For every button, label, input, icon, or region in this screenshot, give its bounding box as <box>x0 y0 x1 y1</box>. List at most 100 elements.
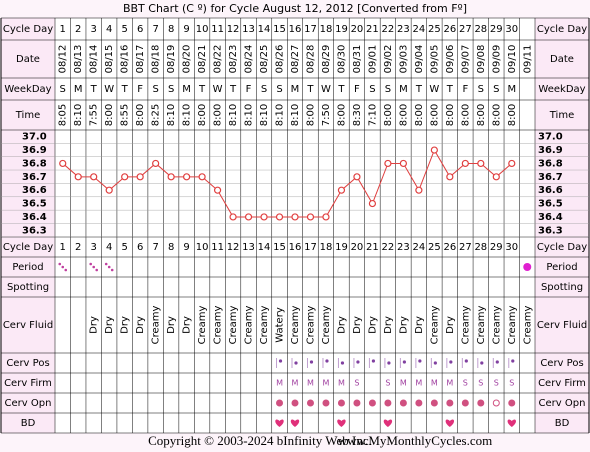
cycle-day: 1 <box>60 242 66 253</box>
cycle-day: 21 <box>366 24 379 35</box>
cycle-day: 10 <box>196 242 209 253</box>
weekday: M <box>399 84 408 95</box>
time: 8:00 <box>104 104 115 126</box>
cerv-fluid: Creamy <box>460 306 471 345</box>
cycle-day: 19 <box>335 24 348 35</box>
temperature-point <box>430 146 438 154</box>
cerv-opn-icon <box>399 399 407 407</box>
time: 8:00 <box>445 104 456 126</box>
cerv-fluid: Creamy <box>151 306 162 345</box>
time: 8:10 <box>244 104 255 126</box>
cycle-day: 3 <box>91 24 97 35</box>
date: 08/12 <box>58 45 69 74</box>
cycle-day: 15 <box>273 242 286 253</box>
cerv-opn-icon <box>353 399 361 407</box>
row-label: Cerv Fluid <box>537 320 587 331</box>
cerv-fluid: Creamy <box>244 306 255 345</box>
period-spot <box>95 268 99 272</box>
cycle-day: 16 <box>289 24 302 35</box>
period-icon <box>523 263 532 271</box>
cerv-firm: M <box>276 379 283 388</box>
time: 8:00 <box>197 104 208 126</box>
temperature-point <box>198 173 206 181</box>
temperature-point <box>90 173 98 181</box>
cycle-day: 9 <box>183 242 189 253</box>
cycle-day: 2 <box>75 242 81 253</box>
temperature-point <box>446 173 454 181</box>
weekday: F <box>354 84 360 95</box>
row-label: BD <box>21 418 36 429</box>
weekday: W <box>213 84 223 95</box>
row-label: Cycle Day <box>3 24 53 35</box>
cycle-day: 8 <box>168 24 174 35</box>
site-link[interactable]: www.MyMonthlyCycles.com <box>338 433 492 448</box>
date: 08/27 <box>290 45 301 74</box>
cycle-day: 9 <box>183 24 189 35</box>
time: 8:10 <box>259 104 270 126</box>
cerv-firm: M <box>323 379 330 388</box>
cerv-pos-icon <box>356 360 360 364</box>
time: 8:00 <box>398 104 409 126</box>
weekday: T <box>198 84 206 95</box>
temperature-point <box>167 173 175 181</box>
cerv-pos-icon <box>449 360 453 364</box>
date: 09/03 <box>398 45 409 74</box>
cerv-pos-icon <box>464 359 468 363</box>
cerv-firm: M <box>307 379 314 388</box>
cerv-firm: S <box>463 379 468 388</box>
cerv-opn-icon <box>415 399 423 407</box>
date: 08/30 <box>336 45 347 74</box>
weekday: S <box>261 84 267 95</box>
time: 8:10 <box>73 104 84 126</box>
temperature-point <box>461 159 469 168</box>
cycle-day: 13 <box>242 24 255 35</box>
weekday: W <box>429 84 439 95</box>
weekday: S <box>493 84 499 95</box>
y-tick-label: 36.7 <box>22 172 47 183</box>
cycle-day: 22 <box>382 24 395 35</box>
weekday: M <box>182 84 191 95</box>
cycle-day: 2 <box>75 24 81 35</box>
y-tick-label: 36.6 <box>22 185 47 196</box>
weekday: S <box>385 84 391 95</box>
y-tick-label: 36.9 <box>538 145 563 156</box>
cerv-fluid: Dry <box>445 316 456 334</box>
cerv-pos-icon <box>495 360 499 364</box>
cerv-fluid: Creamy <box>491 306 502 345</box>
weekday: F <box>246 84 252 95</box>
date: 09/02 <box>383 45 394 74</box>
cerv-pos-icon <box>371 359 376 363</box>
date: 09/09 <box>491 45 502 74</box>
cycle-day: 27 <box>459 24 472 35</box>
cerv-fluid: Creamy <box>259 306 270 345</box>
cerv-firm: M <box>415 379 422 388</box>
row-label: WeekDay <box>4 84 51 95</box>
cycle-day: 10 <box>196 24 209 35</box>
date: 08/14 <box>89 45 100 74</box>
y-tick-label: 36.5 <box>538 199 563 210</box>
cycle-day: 21 <box>366 242 379 253</box>
temperature-point <box>275 213 284 221</box>
period-spot <box>107 265 111 269</box>
date: 09/06 <box>445 45 456 74</box>
y-tick-label: 37.0 <box>22 132 47 143</box>
period-spot <box>110 268 114 272</box>
date: 09/05 <box>429 45 440 74</box>
cerv-firm: S <box>478 379 483 388</box>
period-spot <box>92 265 96 269</box>
date: 08/19 <box>166 45 177 74</box>
cycle-day: 17 <box>304 24 317 35</box>
date: 08/22 <box>213 45 224 74</box>
temperature-point <box>492 173 500 181</box>
temperature-point <box>415 186 423 194</box>
weekday: T <box>415 84 423 95</box>
weekday: T <box>121 84 129 95</box>
cycle-day: 26 <box>443 242 456 253</box>
temperature-point <box>244 213 253 221</box>
cerv-fluid: Creamy <box>228 306 239 345</box>
temperature-point <box>477 159 485 168</box>
time: 8:00 <box>383 104 394 126</box>
cerv-fluid: Dry <box>367 316 378 334</box>
cerv-opn-icon <box>492 399 500 407</box>
date: 09/11 <box>522 45 533 74</box>
